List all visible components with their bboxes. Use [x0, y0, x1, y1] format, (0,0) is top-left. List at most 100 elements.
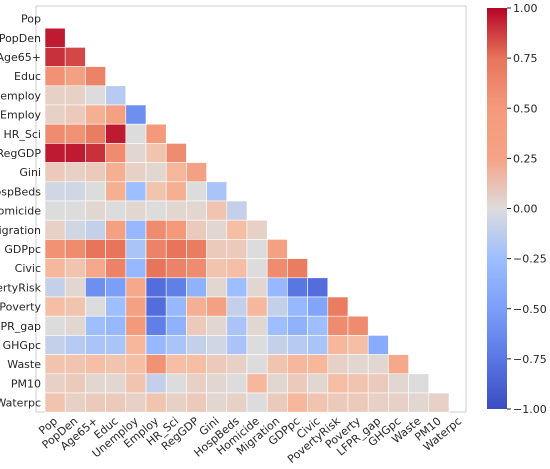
heatmap-cell: [226, 392, 248, 413]
heatmap-cell: [145, 354, 167, 375]
heatmap-cell: [287, 354, 308, 375]
heatmap-cell: [64, 315, 86, 336]
heatmap-cell: [44, 315, 66, 336]
y-tick-label: PM10: [11, 377, 41, 390]
heatmap-cell: [44, 66, 66, 87]
y-tick-label: Employ: [0, 109, 41, 122]
y-tick-label: Gini: [19, 166, 41, 179]
heatmap-cell: [186, 315, 207, 336]
heatmap-cell: [347, 373, 369, 394]
y-tick-label: PovertyRisk: [0, 281, 42, 294]
heatmap-cell: [44, 27, 66, 48]
heatmap-cell: [206, 315, 228, 336]
heatmap-cell: [105, 219, 127, 240]
heatmap-cell: [44, 181, 66, 202]
heatmap-cell: [44, 143, 66, 163]
heatmap-cell: [85, 296, 106, 317]
heatmap-cell: [85, 66, 106, 87]
heatmap-cell: [388, 373, 409, 394]
heatmap-cell: [165, 200, 187, 221]
heatmap-cell: [105, 104, 127, 125]
heatmap-cell: [226, 258, 248, 279]
heatmap-cell: [64, 373, 86, 394]
heatmap-cell: [85, 123, 106, 144]
heatmap-cell: [266, 354, 288, 375]
heatmap-cell: [347, 335, 369, 355]
heatmap-cell: [266, 258, 288, 279]
heatmap-cell: [165, 335, 187, 355]
heatmap-cell: [428, 392, 450, 413]
heatmap-cell: [125, 200, 147, 221]
y-tick-label: HR_Sci: [3, 128, 41, 141]
y-tick-label: GDPpc: [4, 243, 41, 256]
heatmap-cell: [246, 296, 268, 317]
heatmap-cell: [85, 258, 106, 279]
y-tick-label: Homicide: [0, 205, 41, 218]
colorbar: [487, 8, 507, 409]
heatmap-cell: [64, 239, 86, 259]
heatmap-cell: [307, 354, 329, 375]
heatmap-cell: [85, 239, 106, 259]
heatmap-cell: [64, 200, 86, 221]
heatmap-cell: [388, 354, 409, 375]
heatmap-cell: [367, 354, 389, 375]
heatmap-cell: [64, 104, 86, 125]
heatmap-cell: [64, 392, 86, 413]
heatmap-cell: [44, 296, 66, 317]
heatmap-cell: [186, 200, 207, 221]
heatmap-cell: [246, 354, 268, 375]
y-tick-label: Waste: [7, 358, 41, 371]
heatmap-cell: [226, 219, 248, 240]
heatmap-cell: [287, 335, 308, 355]
heatmap-cell: [145, 200, 167, 221]
heatmap-cell: [367, 373, 389, 394]
heatmap-cell: [165, 239, 187, 259]
heatmap-cell: [125, 392, 147, 413]
y-tick-label: RegGDP: [0, 147, 41, 160]
heatmap-cell: [206, 258, 228, 279]
heatmap-cell: [105, 392, 127, 413]
heatmap-cell: [64, 354, 86, 375]
heatmap-cell: [44, 200, 66, 221]
heatmap-cell: [105, 258, 127, 279]
y-tick-label: Migration: [0, 224, 41, 237]
heatmap-cell: [145, 392, 167, 413]
heatmap-cell: [44, 47, 66, 67]
heatmap-cell: [44, 335, 66, 355]
y-tick-label: LFPR_gap: [0, 320, 41, 333]
heatmap-cell: [287, 296, 308, 317]
heatmap-cell: [85, 85, 106, 106]
heatmap-cell: [165, 315, 187, 336]
heatmap-cell: [206, 392, 228, 413]
heatmap-cell: [246, 239, 268, 259]
heatmap-cell: [266, 373, 288, 394]
heatmap-cell: [44, 219, 66, 240]
colorbar-tick-label: −0.50: [513, 303, 547, 316]
heatmap-cell: [125, 354, 147, 375]
heatmap-cell: [145, 219, 167, 240]
heatmap-cell: [105, 315, 127, 336]
heatmap-cell: [226, 296, 248, 317]
heatmap-cell: [165, 296, 187, 317]
y-tick-label: Civic: [15, 262, 41, 275]
heatmap-cell: [105, 181, 127, 202]
heatmap-cell: [85, 219, 106, 240]
heatmap-cell: [125, 219, 147, 240]
heatmap-cell: [145, 373, 167, 394]
heatmap-cell: [287, 258, 308, 279]
heatmap-cell: [85, 143, 106, 163]
heatmap-cell: [105, 162, 127, 183]
heatmap-cell: [125, 239, 147, 259]
heatmap-cell: [266, 315, 288, 336]
heatmap-cell: [246, 373, 268, 394]
heatmap-cell: [186, 392, 207, 413]
heatmap-cell: [125, 335, 147, 355]
heatmap-cell: [85, 315, 106, 336]
heatmap-cell: [186, 335, 207, 355]
heatmap-cell: [125, 181, 147, 202]
colorbar-tick-label: 0.25: [513, 152, 538, 165]
heatmap-cell: [125, 162, 147, 183]
heatmap-cell: [85, 373, 106, 394]
heatmap-cell: [266, 296, 288, 317]
